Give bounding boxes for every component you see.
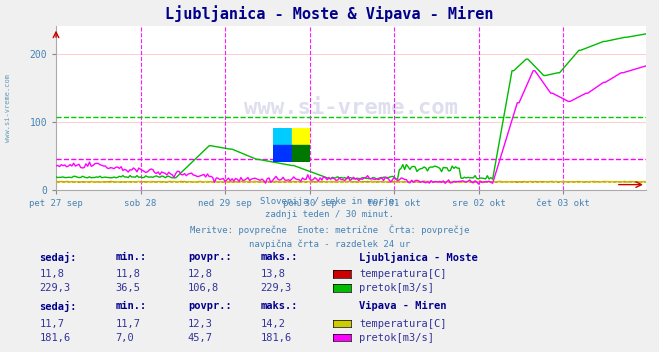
Text: 181,6: 181,6 — [260, 333, 291, 342]
Text: maks.:: maks.: — [260, 301, 298, 311]
Text: www.si-vreme.com: www.si-vreme.com — [244, 98, 458, 118]
Text: 7,0: 7,0 — [115, 333, 134, 342]
Text: 229,3: 229,3 — [260, 283, 291, 293]
Text: Slovenija / reke in morje.
zadnji teden / 30 minut.
Meritve: povprečne  Enote: m: Slovenija / reke in morje. zadnji teden … — [190, 197, 469, 249]
Text: www.si-vreme.com: www.si-vreme.com — [5, 74, 11, 142]
Text: 11,8: 11,8 — [115, 269, 140, 279]
Text: 36,5: 36,5 — [115, 283, 140, 293]
Text: povpr.:: povpr.: — [188, 301, 231, 311]
Text: 14,2: 14,2 — [260, 319, 285, 328]
Text: povpr.:: povpr.: — [188, 252, 231, 262]
Text: 11,7: 11,7 — [115, 319, 140, 328]
Bar — [273, 145, 291, 162]
Text: 12,3: 12,3 — [188, 319, 213, 328]
Text: temperatura[C]: temperatura[C] — [359, 319, 447, 328]
Text: 106,8: 106,8 — [188, 283, 219, 293]
Bar — [273, 128, 291, 145]
Text: Vipava - Miren: Vipava - Miren — [359, 301, 447, 311]
Text: 45,7: 45,7 — [188, 333, 213, 342]
Text: 13,8: 13,8 — [260, 269, 285, 279]
Text: pretok[m3/s]: pretok[m3/s] — [359, 283, 434, 293]
Text: Ljubljanica - Moste: Ljubljanica - Moste — [359, 252, 478, 263]
Text: temperatura[C]: temperatura[C] — [359, 269, 447, 279]
Text: 11,7: 11,7 — [40, 319, 65, 328]
Text: sedaj:: sedaj: — [40, 252, 77, 263]
Text: pretok[m3/s]: pretok[m3/s] — [359, 333, 434, 342]
Text: 12,8: 12,8 — [188, 269, 213, 279]
Text: 181,6: 181,6 — [40, 333, 71, 342]
Text: Ljubljanica - Moste & Vipava - Miren: Ljubljanica - Moste & Vipava - Miren — [165, 5, 494, 22]
Text: 11,8: 11,8 — [40, 269, 65, 279]
Text: 229,3: 229,3 — [40, 283, 71, 293]
Text: min.:: min.: — [115, 301, 146, 311]
Text: maks.:: maks.: — [260, 252, 298, 262]
Bar — [291, 145, 310, 162]
Text: sedaj:: sedaj: — [40, 301, 77, 312]
Text: min.:: min.: — [115, 252, 146, 262]
Bar — [291, 128, 310, 145]
